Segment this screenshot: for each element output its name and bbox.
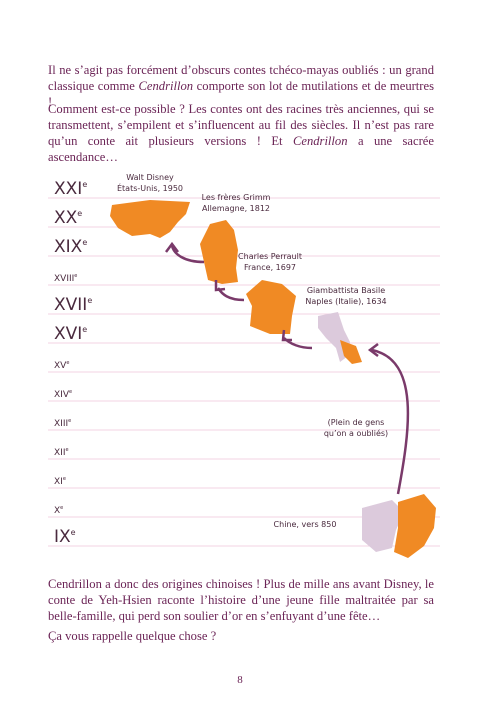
page-number: 8 <box>237 674 243 686</box>
century-numeral: XIII <box>54 419 68 429</box>
century-label: XVIIIe <box>54 273 77 284</box>
century-suffix: e <box>71 528 76 537</box>
paragraph: Comment est-ce possible ? Les contes ont… <box>48 101 434 165</box>
map-china-east <box>394 494 436 558</box>
text: Il ne s’agit pas forcément d’obscurs con… <box>48 63 434 93</box>
text: Comment est-ce possible ? Les contes ont… <box>48 102 434 148</box>
century-suffix: e <box>87 296 92 305</box>
century-suffix: e <box>60 505 63 511</box>
version-place: France, 1697 <box>244 263 296 272</box>
century-numeral: IX <box>54 527 71 547</box>
century-numeral: XI <box>54 477 63 487</box>
century-label: XIIIe <box>54 418 71 429</box>
century-numeral: XII <box>54 448 65 458</box>
century-suffix: e <box>69 389 72 395</box>
century-label: XIVe <box>54 389 72 400</box>
century-numeral: XX <box>54 208 78 228</box>
century-label: XVe <box>54 360 69 371</box>
century-suffix: e <box>65 447 68 453</box>
century-label: XVIIe <box>54 295 92 315</box>
century-numeral: XVIII <box>54 274 74 284</box>
century-suffix: e <box>77 209 82 218</box>
version-place: Naples (Italie), 1634 <box>305 297 386 306</box>
map-usa <box>110 200 190 238</box>
century-suffix: e <box>68 418 71 424</box>
map-italy-naples <box>340 340 362 364</box>
century-label: XXIe <box>54 179 87 199</box>
text-italic: Cendrillon <box>292 134 348 148</box>
century-numeral: XIV <box>54 390 70 400</box>
map-china-west <box>362 500 404 552</box>
century-numeral: XVI <box>54 324 82 344</box>
version-author: Walt Disney <box>126 173 174 182</box>
century-suffix: e <box>82 180 87 189</box>
century-label: XIXe <box>54 237 87 257</box>
paragraph: Cendrillon a donc des origines chinoises… <box>48 576 434 624</box>
map-france <box>246 280 296 334</box>
century-label: XXe <box>54 208 82 228</box>
century-suffix: e <box>63 476 66 482</box>
century-numeral: XVII <box>54 295 87 315</box>
century-numeral: XXI <box>54 179 82 199</box>
arrows <box>165 241 410 495</box>
text: Ça vous rappelle quelque chose ? <box>48 629 217 643</box>
paragraph: Ça vous rappelle quelque chose ? <box>48 628 434 644</box>
text: a une sacrée ascendance… <box>48 134 434 164</box>
version-place: qu’on a oubliés) <box>324 428 388 438</box>
century-numeral: XV <box>54 361 67 371</box>
map-italy-north <box>318 312 350 362</box>
version-author: Chine, vers 850 <box>274 520 337 529</box>
century-suffix: e <box>82 238 87 247</box>
version-author: Charles Perrault <box>238 252 302 261</box>
century-label: XIe <box>54 476 66 487</box>
century-label: XIIe <box>54 447 69 458</box>
text: Cendrillon a donc des origines chinoises… <box>48 577 434 623</box>
version-author: Giambattista Basile <box>307 286 385 295</box>
version-place: États-Unis, 1950 <box>117 182 183 193</box>
text: comporte son lot de mutilations et de me… <box>48 79 434 109</box>
paragraph: Il ne s’agit pas forcément d’obscurs con… <box>48 62 434 110</box>
text-italic: Cendrillon <box>138 79 194 93</box>
map-germany <box>200 220 238 284</box>
century-label: XVIe <box>54 324 87 344</box>
century-suffix: e <box>74 273 77 279</box>
version-author: Les frères Grimm <box>202 192 271 202</box>
century-label: IXe <box>54 527 76 547</box>
century-suffix: e <box>66 360 69 366</box>
century-numeral: XIX <box>54 237 83 257</box>
century-suffix: e <box>82 325 87 334</box>
century-numeral: X <box>54 506 60 516</box>
version-place: Allemagne, 1812 <box>202 204 270 213</box>
version-author: (Plein de gens <box>328 418 385 427</box>
century-label: Xe <box>54 505 63 516</box>
